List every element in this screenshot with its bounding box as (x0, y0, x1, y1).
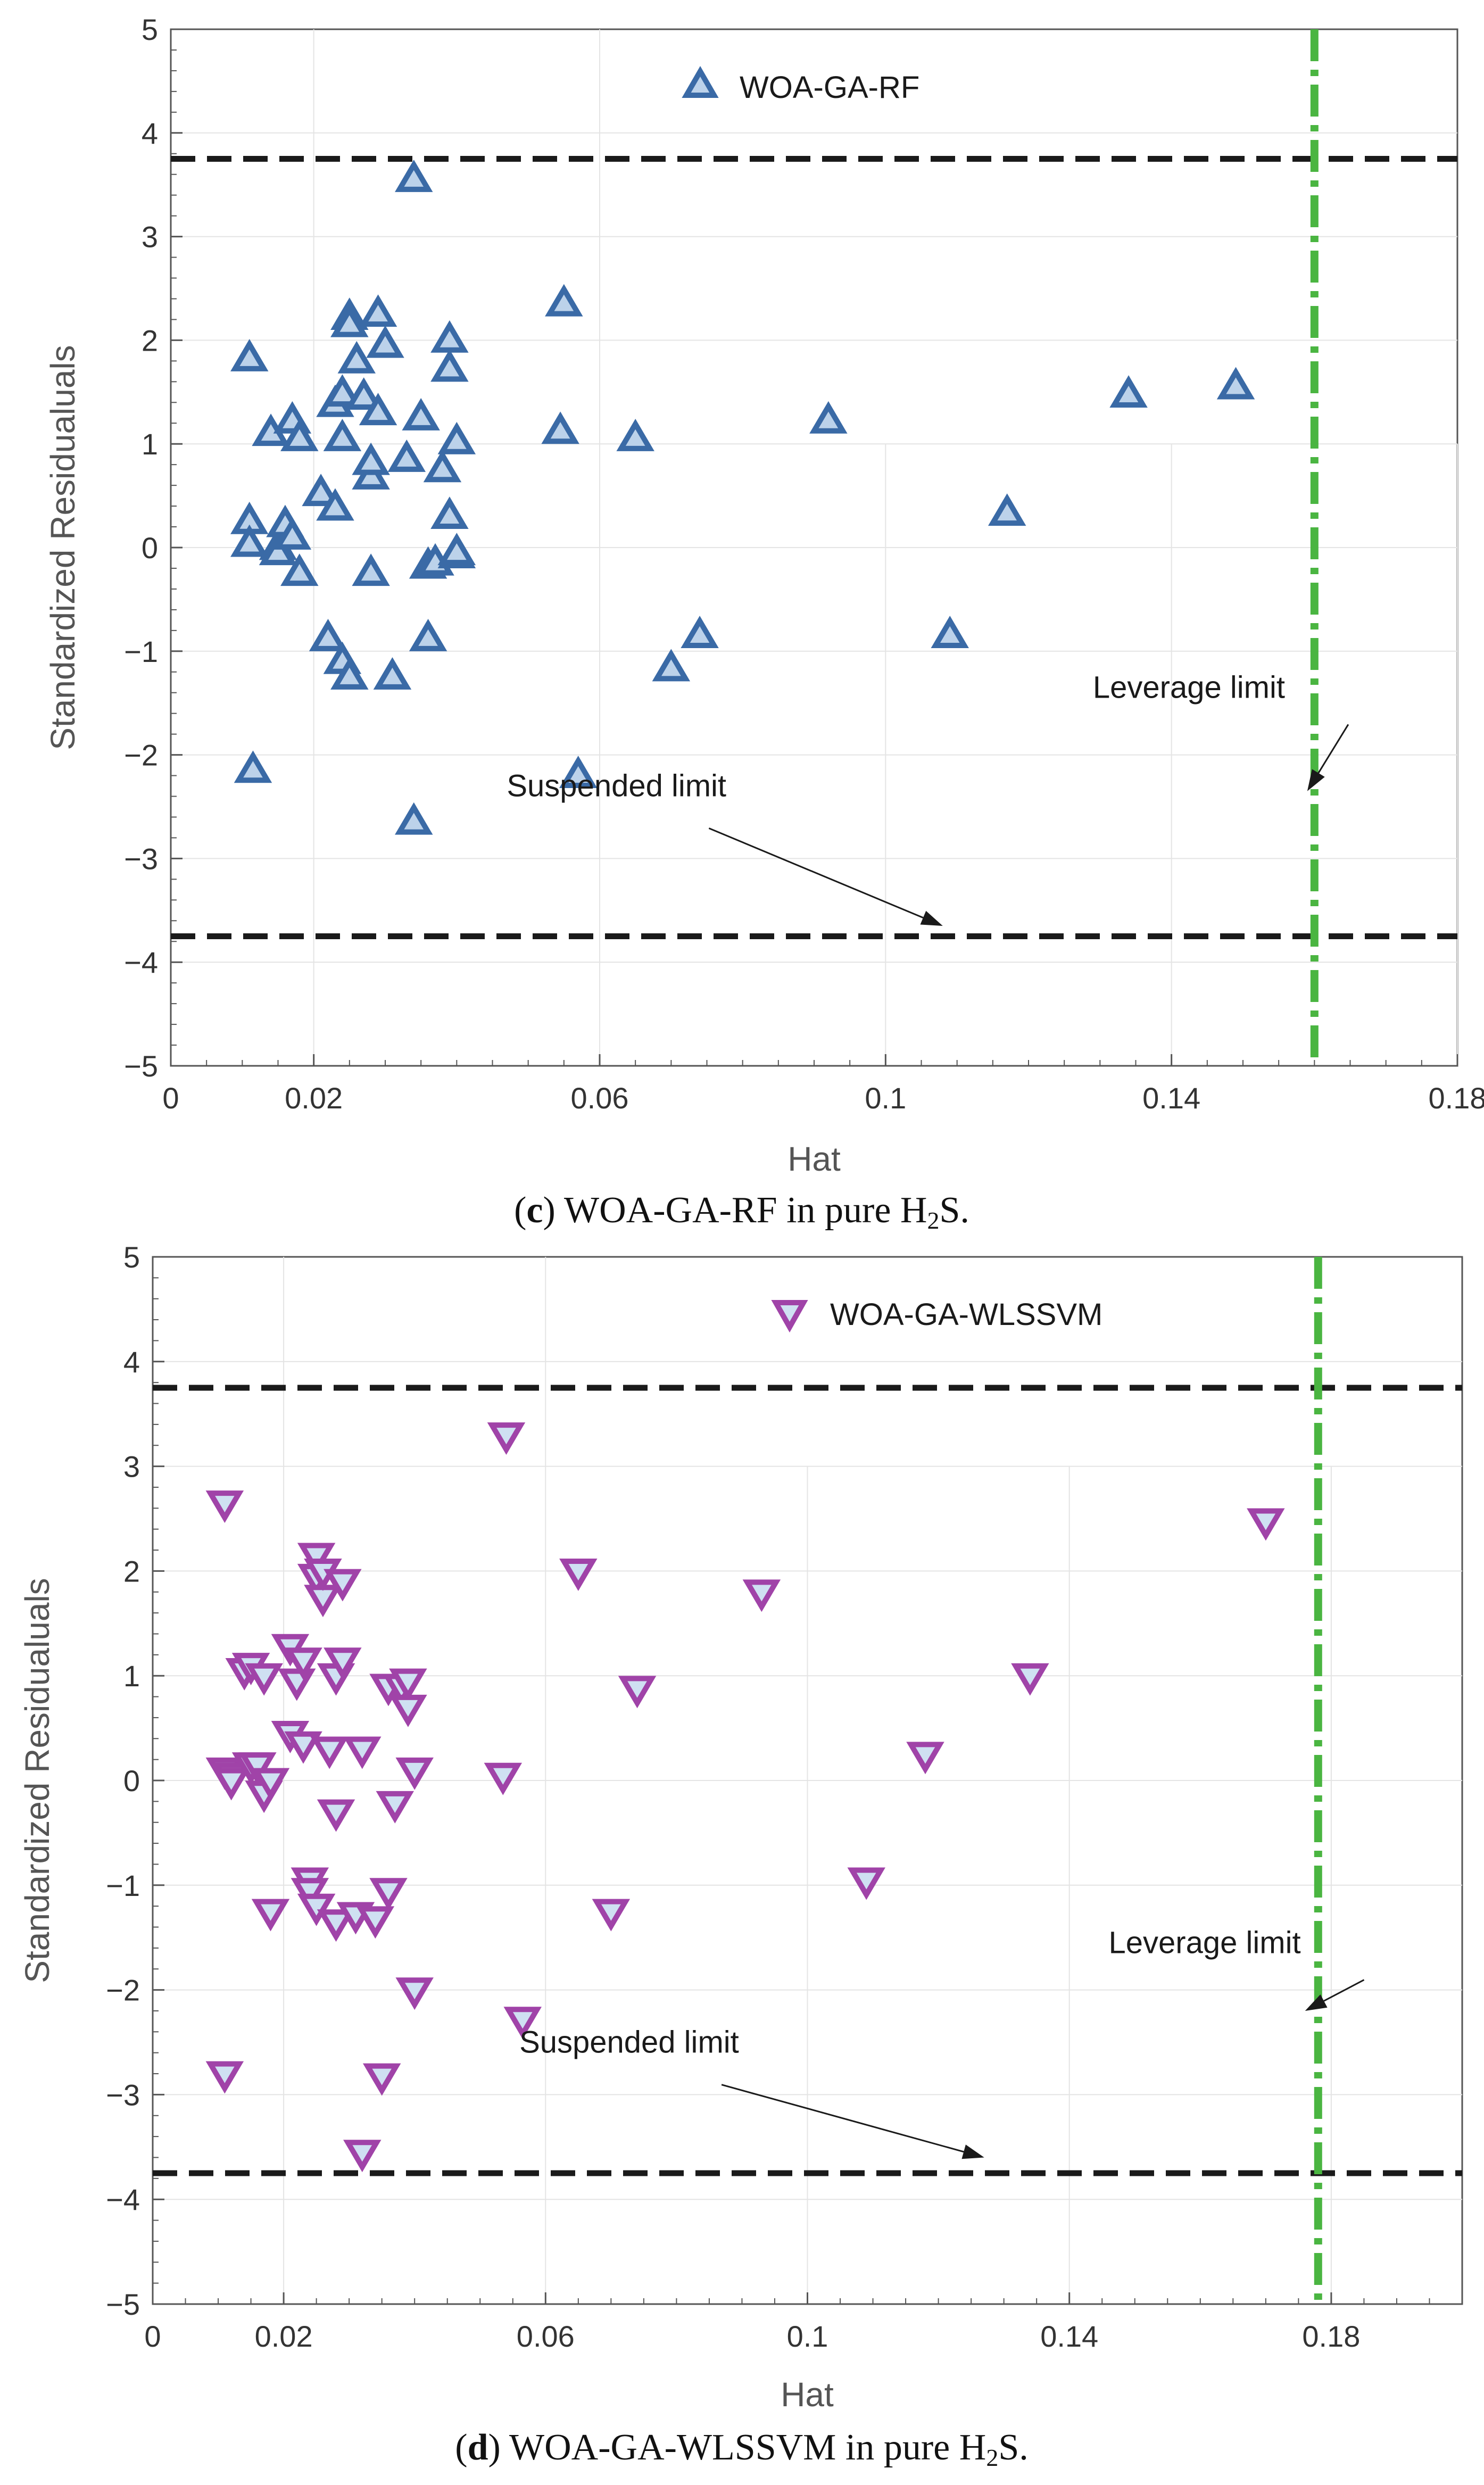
y-tick-label: −2 (124, 739, 158, 772)
y-tick-label: 5 (123, 1240, 140, 1274)
suspended-limit-label: Suspended limit (519, 2025, 739, 2060)
caption-tail: S. (939, 1190, 969, 1231)
y-tick-label: 4 (123, 1345, 140, 1379)
x-tick-label: 0.18 (1429, 1081, 1484, 1115)
leverage-limit-label: Leverage limit (1109, 1926, 1301, 1960)
x-axis-label: Hat (781, 2375, 834, 2414)
y-tick-label: −5 (124, 1049, 158, 1083)
y-tick-label: 3 (123, 1450, 140, 1484)
y-tick-label: 2 (142, 324, 158, 357)
caption: (c) WOA-GA-RF in pure H2S. (514, 1190, 969, 1234)
x-tick-label: 0 (162, 1081, 179, 1115)
y-tick-label: −1 (124, 635, 158, 668)
caption-text: WOA-GA-WLSSVM in pure H (509, 2427, 986, 2468)
x-tick-label: 0.14 (1040, 2320, 1098, 2353)
y-tick-label: −1 (106, 1869, 140, 1902)
y-tick-label: −3 (124, 842, 158, 875)
x-tick-label: 0.02 (285, 1081, 343, 1115)
y-axis-label: Standardized Residualuals (44, 345, 82, 750)
y-tick-label: −3 (106, 2078, 140, 2111)
y-axis-label: Standardized Residualuals (18, 1578, 56, 1983)
caption-subscript: 2 (986, 2444, 998, 2471)
legend-label: WOA-GA-RF (740, 70, 919, 105)
caption-panel-label: d (468, 2427, 488, 2468)
y-tick-label: 5 (142, 13, 158, 46)
leverage-limit-label: Leverage limit (1093, 670, 1285, 705)
x-tick-label: 0.18 (1302, 2320, 1360, 2353)
suspended-limit-label: Suspended limit (507, 769, 726, 804)
y-tick-label: 1 (142, 427, 158, 461)
caption-text: WOA-GA-RF in pure H (564, 1190, 927, 1231)
legend-label: WOA-GA-WLSSVM (830, 1297, 1102, 1332)
y-tick-label: 4 (142, 117, 158, 150)
y-tick-label: 0 (142, 531, 158, 565)
caption-panel-label: c (526, 1190, 543, 1231)
x-tick-label: 0.02 (255, 2320, 313, 2353)
x-tick-label: 0.06 (571, 1081, 629, 1115)
y-tick-label: 2 (123, 1554, 140, 1588)
x-tick-label: 0 (144, 2320, 161, 2353)
y-tick-label: −5 (106, 2288, 140, 2321)
caption-tail: S. (998, 2427, 1028, 2468)
x-tick-label: 0.06 (517, 2320, 575, 2353)
caption-subscript: 2 (927, 1207, 939, 1234)
caption: (d) WOA-GA-WLSSVM in pure H2S. (455, 2427, 1029, 2471)
y-tick-label: 0 (123, 1764, 140, 1798)
x-tick-label: 0.1 (865, 1081, 906, 1115)
y-tick-label: −4 (106, 2183, 140, 2216)
x-tick-label: 0.1 (787, 2320, 828, 2353)
y-tick-label: −2 (106, 1974, 140, 2007)
x-axis-label: Hat (787, 1140, 841, 1178)
y-tick-label: 1 (123, 1659, 140, 1693)
x-tick-label: 0.14 (1142, 1081, 1200, 1115)
y-tick-label: 3 (142, 220, 158, 254)
y-tick-label: −4 (124, 946, 158, 979)
